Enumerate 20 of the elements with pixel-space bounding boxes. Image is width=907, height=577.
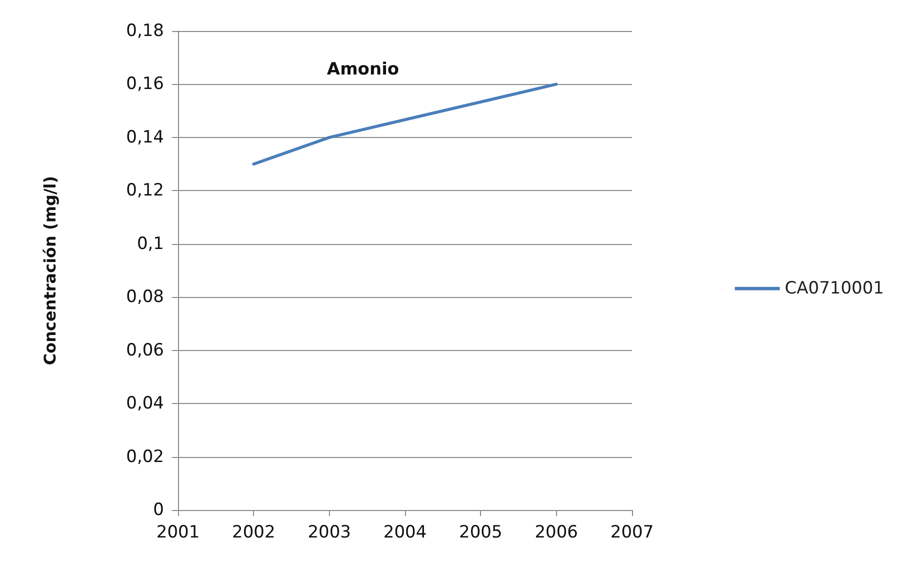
y-tick-label: 0,08 xyxy=(126,287,164,308)
y-tick-label: 0,18 xyxy=(126,21,164,41)
y-axis-title: Concentración (mg/l) xyxy=(40,176,60,366)
x-tick-label: 2001 xyxy=(156,522,200,542)
x-tick-label: 2005 xyxy=(459,522,502,542)
x-tick-label: 2006 xyxy=(534,522,578,542)
y-tick-label: 0,06 xyxy=(126,340,164,360)
y-tick-label: 0,14 xyxy=(126,127,164,148)
y-tick-label: 0 xyxy=(153,500,164,520)
text: Amonio xyxy=(326,60,400,80)
y-tick-label: 0,02 xyxy=(126,446,164,467)
y-tick-label: 0,16 xyxy=(126,74,164,94)
y-tick-label: 0,04 xyxy=(126,394,164,414)
y-tick-label: 0,12 xyxy=(126,180,164,201)
legend-label: CA0710001 xyxy=(784,278,884,298)
x-tick-label: 2007 xyxy=(610,522,654,542)
x-tick-label: 2002 xyxy=(232,522,276,542)
x-tick-label: 2004 xyxy=(383,522,427,542)
y-tick-label: 0,1 xyxy=(136,234,164,254)
x-tick-label: 2003 xyxy=(308,522,351,542)
